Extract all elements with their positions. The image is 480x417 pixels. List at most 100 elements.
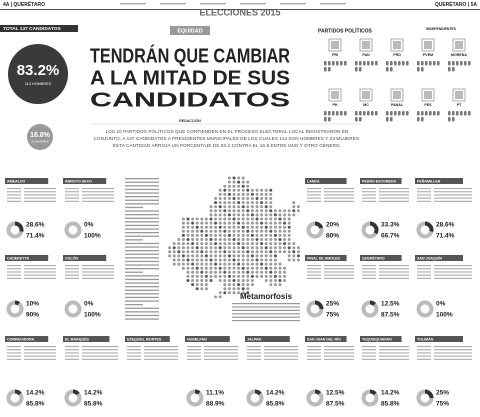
map-dot — [223, 283, 227, 287]
map-dot — [237, 242, 241, 246]
body-text-line — [125, 311, 159, 313]
map-dot — [278, 221, 282, 225]
candidate-list-line — [434, 358, 472, 360]
candidate-icon — [386, 67, 389, 72]
map-dot — [223, 258, 227, 262]
map-dot — [195, 246, 199, 250]
map-dot — [232, 233, 236, 237]
map-dot — [209, 225, 213, 229]
men-share-label: 85.8% — [26, 401, 45, 408]
candidate-list-line — [127, 352, 141, 354]
map-dot — [186, 238, 190, 241]
map-dot — [292, 254, 296, 258]
candidate-list-line — [434, 265, 472, 267]
candidate-list-line — [379, 197, 409, 199]
headline-line: CANDIDATOS — [90, 89, 290, 111]
map-dot — [218, 201, 222, 205]
map-dot — [287, 209, 291, 213]
map-dot — [209, 238, 213, 241]
candidate-icon — [371, 111, 374, 116]
candidate-list-line — [247, 349, 261, 351]
candidate-list-line — [324, 274, 354, 276]
party-logo-inner — [424, 41, 432, 49]
map-dot — [214, 266, 218, 270]
map-dot — [223, 262, 227, 266]
women-share-label: 14.2% — [266, 390, 285, 397]
women-share-label: 28.6% — [26, 222, 45, 229]
candidate-list-line — [362, 271, 376, 273]
body-text-line — [125, 296, 159, 299]
map-dot — [273, 279, 277, 282]
candidate-list-line — [24, 271, 56, 273]
map-text-line — [232, 306, 300, 308]
map-dot — [209, 217, 213, 221]
map-dot — [241, 217, 245, 221]
municipality-name: EL MARQUÉS — [65, 336, 89, 341]
map-dot — [237, 225, 241, 229]
candidate-list-line — [24, 352, 56, 354]
map-dot — [223, 246, 227, 250]
candidate-list-line — [379, 268, 409, 270]
map-dot — [214, 213, 218, 217]
women-share-label: 25% — [326, 301, 339, 308]
candidate-list-line — [379, 346, 409, 348]
candidate-list-line — [247, 355, 261, 357]
map-dot — [223, 266, 227, 270]
map-dot — [246, 246, 250, 250]
candidate-icon — [464, 111, 467, 116]
map-dot — [209, 205, 213, 209]
candidate-list-line — [7, 265, 21, 267]
men-share-label: 80% — [326, 233, 339, 240]
candidate-list-line — [434, 271, 472, 273]
map-dot — [260, 258, 264, 262]
men-circle — [8, 44, 68, 104]
candidate-icon — [433, 61, 436, 66]
map-dot — [246, 213, 250, 217]
candidate-icon — [336, 61, 339, 66]
candidate-list-line — [82, 346, 118, 348]
map-dot — [269, 262, 273, 266]
body-text-line — [125, 307, 159, 309]
map-dot — [246, 217, 250, 221]
map-dot — [255, 246, 259, 250]
women-share-label: 12.5% — [381, 301, 400, 308]
municipality-name: PEDRO ESCOBEDO — [362, 179, 397, 183]
map-dot — [195, 266, 199, 270]
map-dot — [269, 201, 273, 205]
candidate-list-line — [24, 268, 56, 270]
body-text-line — [125, 318, 159, 320]
candidate-list-line — [65, 349, 79, 351]
map-dot — [260, 229, 264, 233]
candidate-icon — [421, 61, 424, 66]
map-dot — [200, 254, 204, 258]
candidate-list-line — [7, 352, 21, 354]
candidate-icon — [468, 61, 471, 66]
candidate-list-line — [7, 358, 21, 360]
candidate-list-line — [362, 268, 376, 270]
women-share-label: 25% — [436, 390, 449, 397]
map-dot — [186, 279, 190, 282]
map-dot — [177, 258, 181, 262]
map-dot — [195, 258, 199, 262]
map-dot — [191, 217, 195, 221]
map-dot — [264, 233, 268, 237]
candidate-icon — [448, 67, 451, 72]
candidate-list-line — [65, 352, 79, 354]
candidate-list-line — [362, 355, 376, 357]
candidate-list-line — [324, 352, 354, 354]
candidate-list-line — [264, 352, 298, 354]
independents-title: INDEPENDIENTES — [426, 27, 457, 31]
candidate-icon — [375, 61, 378, 66]
map-dot — [264, 197, 268, 200]
party-logo-inner — [362, 91, 370, 99]
map-dot — [250, 283, 254, 287]
headline-line: TENDRÁN QUE CAMBIAR — [90, 44, 290, 67]
candidate-list-line — [379, 355, 409, 357]
candidate-icon — [390, 111, 393, 116]
map-dot — [204, 229, 208, 233]
municipality-name: SAN JUAN DEL RÍO — [307, 336, 341, 341]
map-dot — [237, 287, 241, 291]
candidate-list-line — [127, 346, 141, 348]
map-dot — [250, 246, 254, 250]
candidate-list-line — [7, 191, 21, 193]
